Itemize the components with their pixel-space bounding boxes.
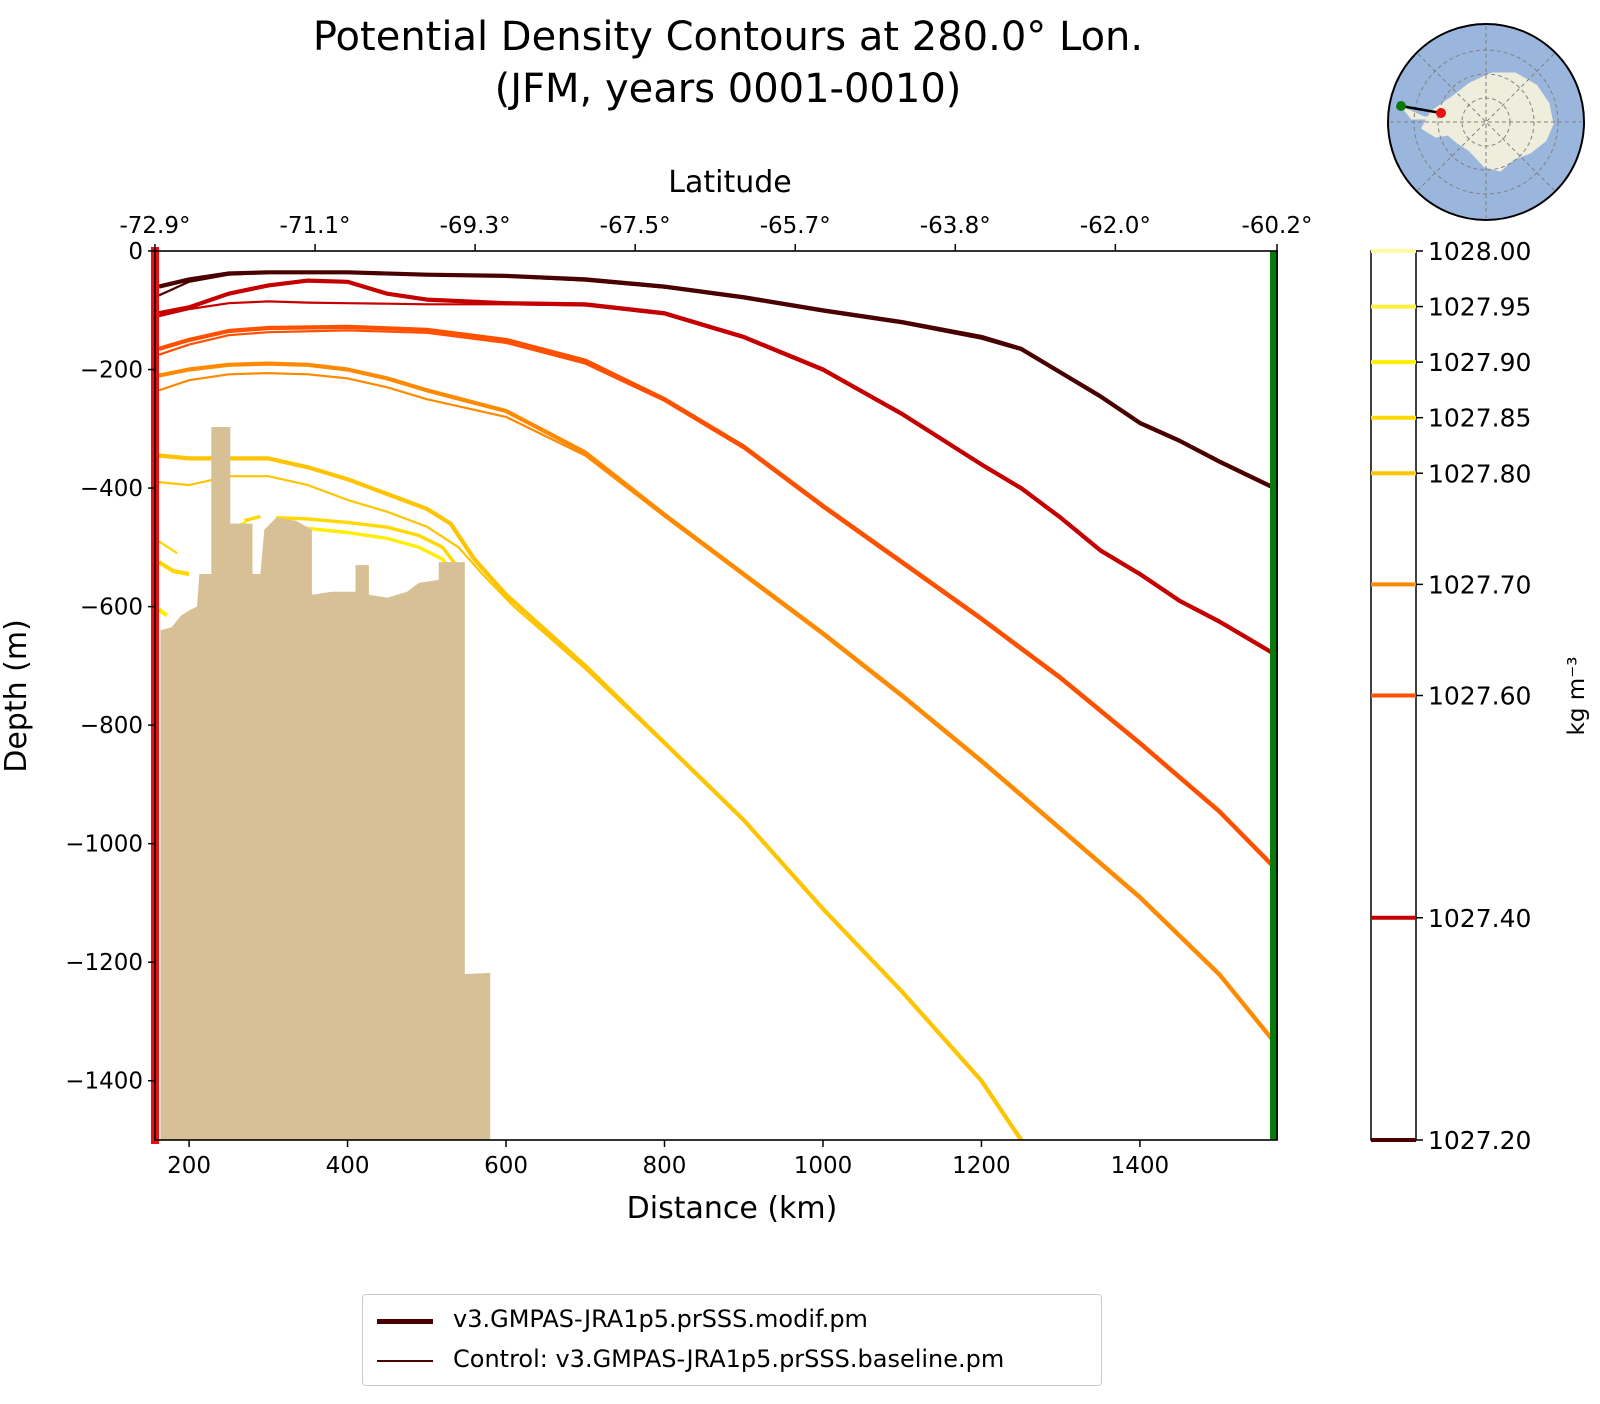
colorbar-unit-label: kg m⁻³ [1564, 657, 1590, 736]
x-axis-title: Distance (km) [627, 1191, 838, 1226]
chart-title-line1: Potential Density Contours at 280.0° Lon… [313, 14, 1143, 60]
antarctic-locator-map [1387, 23, 1585, 221]
x-tick-label: 800 [643, 1153, 687, 1179]
colorbar: 1027.20 1027.40 1027.60 1027.70 1027.80 1027.… [1370, 237, 1590, 1155]
lat-tick-label: -72.9° [119, 213, 190, 239]
colorbar-tick-label: 1027.60 [1428, 682, 1531, 711]
contour-main-1027-85 [157, 560, 190, 577]
lat-tick-label: -65.7° [760, 213, 831, 239]
contour-control-1027-85 [158, 540, 178, 555]
x-tick-label: 400 [326, 1153, 370, 1179]
y-tick-label: 0 [128, 239, 143, 265]
colorbar-tick-label: 1027.80 [1428, 459, 1531, 488]
y-tick-label: −600 [80, 595, 143, 621]
y-tick-label: −800 [80, 713, 143, 739]
x-tick-label: 1200 [952, 1153, 1011, 1179]
contour-control-1027-2 [158, 271, 1276, 491]
colorbar-tick-label: 1027.90 [1428, 348, 1531, 377]
lat-tick-label: -67.5° [600, 213, 671, 239]
lat-tick-label: -69.3° [440, 213, 511, 239]
plot-frame [154, 250, 1278, 1141]
y-tick-label: −1200 [65, 950, 143, 976]
lat-tick-label: -62.0° [1080, 213, 1151, 239]
inset-start-marker [1436, 108, 1446, 118]
x-tick-label: 1400 [1111, 1153, 1170, 1179]
lat-tick-label: -63.8° [920, 213, 991, 239]
legend-label-control: Control: v3.GMPAS-JRA1p5.prSSS.baseline.… [453, 1345, 1005, 1373]
y-tick-label: −1400 [65, 1069, 143, 1095]
legend-entry-control: Control: v3.GMPAS-JRA1p5.prSSS.baseline.… [377, 1343, 1087, 1379]
contour-main-1027-8 [158, 453, 1023, 1140]
top-axis-title: Latitude [668, 165, 791, 200]
colorbar-tick-label: 1027.95 [1428, 293, 1531, 322]
legend-label-modif: v3.GMPAS-JRA1p5.prSSS.modif.pm [453, 1305, 868, 1333]
colorbar-tick-label: 1027.70 [1428, 570, 1531, 599]
inset-end-marker [1396, 101, 1406, 111]
colorbar-tick-label: 1027.20 [1428, 1126, 1531, 1155]
y-tick-label: −400 [80, 476, 143, 502]
y-axis-title: Depth (m) [0, 619, 34, 773]
inset-graticule [1390, 26, 1582, 218]
lat-tick-label: -71.1° [280, 213, 351, 239]
colorbar-tick-label: 1027.85 [1428, 404, 1531, 433]
chart-title-line2: (JFM, years 0001-0010) [495, 66, 962, 112]
legend-swatch-thin [377, 1360, 433, 1362]
plot-area [157, 270, 1277, 1140]
seafloor-bathymetry [160, 427, 491, 1140]
contour-main-1027-4 [158, 278, 1276, 656]
legend: v3.GMPAS-JRA1p5.prSSS.modif.pm Control: … [362, 1294, 1102, 1386]
colorbar-tick-label: 1027.40 [1428, 904, 1531, 933]
x-tick-label: 1000 [794, 1153, 853, 1179]
legend-entry-modif: v3.GMPAS-JRA1p5.prSSS.modif.pm [377, 1303, 1077, 1339]
colorbar-tick-label: 1028.00 [1428, 237, 1531, 266]
inset-section-line [1400, 104, 1442, 115]
contour-main-1027-7 [158, 361, 1277, 1044]
x-tick-label: 200 [167, 1153, 211, 1179]
y-tick-label: −1000 [65, 832, 143, 858]
legend-swatch-thick [377, 1319, 433, 1324]
x-tick-label: 600 [484, 1153, 528, 1179]
contour-main-1027-9 [157, 607, 169, 618]
y-tick-label: −200 [80, 358, 143, 384]
contour-piece-1027-85-0 [276, 516, 458, 567]
contour-main-1027-2 [158, 270, 1276, 490]
contour-main-1027-6 [158, 324, 1277, 869]
contour-piece-1027-85-1 [244, 514, 261, 523]
lat-tick-label: -60.2° [1241, 213, 1312, 239]
